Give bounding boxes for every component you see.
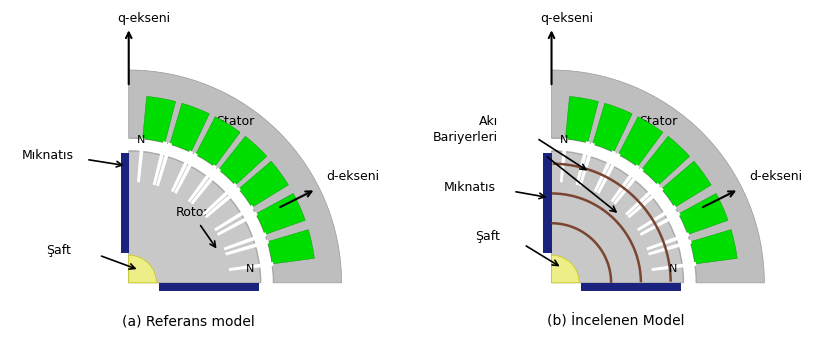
Wedge shape (551, 255, 579, 283)
Wedge shape (636, 205, 676, 231)
Text: Mıknatıs: Mıknatıs (444, 180, 496, 194)
Bar (121, 153, 128, 253)
Text: N: N (246, 264, 254, 274)
Text: Akı
Bariyerleri: Akı Bariyerleri (433, 115, 498, 144)
Text: (a) Referans model: (a) Referans model (122, 314, 254, 328)
Wedge shape (187, 164, 217, 202)
Wedge shape (238, 161, 288, 207)
Wedge shape (613, 168, 643, 205)
Bar (543, 153, 551, 253)
Text: Şaft: Şaft (46, 244, 71, 257)
Wedge shape (190, 168, 221, 205)
Wedge shape (641, 136, 689, 185)
Text: Mıknatıs: Mıknatıs (22, 149, 74, 162)
Wedge shape (128, 151, 260, 283)
Wedge shape (128, 255, 156, 283)
Wedge shape (578, 143, 595, 186)
Text: N: N (668, 264, 676, 274)
Wedge shape (267, 230, 314, 264)
Wedge shape (551, 138, 696, 283)
Wedge shape (225, 239, 269, 255)
Text: d-ekseni: d-ekseni (749, 170, 802, 183)
Wedge shape (596, 153, 620, 194)
Wedge shape (593, 150, 615, 192)
Text: Stator: Stator (638, 115, 676, 128)
Wedge shape (651, 262, 696, 271)
Wedge shape (551, 70, 763, 283)
Wedge shape (128, 70, 341, 283)
Wedge shape (137, 137, 145, 182)
Wedge shape (647, 239, 691, 255)
Text: Şaft: Şaft (475, 229, 500, 243)
Wedge shape (618, 117, 662, 167)
Wedge shape (205, 187, 241, 218)
Wedge shape (646, 232, 689, 251)
Text: (b) İncelenen Model: (b) İncelenen Model (546, 314, 683, 328)
Wedge shape (592, 103, 632, 152)
Wedge shape (609, 164, 639, 202)
Bar (158, 283, 258, 291)
Wedge shape (219, 136, 267, 185)
Wedge shape (624, 183, 660, 215)
Wedge shape (195, 117, 240, 167)
Wedge shape (661, 161, 710, 207)
Wedge shape (128, 138, 273, 283)
Wedge shape (551, 151, 682, 283)
Wedge shape (678, 194, 727, 235)
Text: Stator: Stator (216, 115, 254, 128)
Wedge shape (639, 211, 680, 236)
Wedge shape (256, 194, 305, 235)
Wedge shape (217, 211, 258, 236)
Text: q-ekseni: q-ekseni (117, 12, 170, 25)
Text: Rotor: Rotor (176, 206, 209, 219)
Wedge shape (559, 137, 567, 182)
Wedge shape (224, 232, 267, 251)
Text: N: N (137, 135, 146, 145)
Wedge shape (229, 262, 273, 271)
Wedge shape (575, 141, 590, 185)
Wedge shape (627, 187, 663, 218)
Wedge shape (690, 230, 736, 264)
Wedge shape (171, 150, 193, 192)
Wedge shape (214, 205, 253, 231)
Wedge shape (202, 183, 238, 215)
Wedge shape (170, 103, 209, 152)
Wedge shape (142, 96, 176, 143)
Wedge shape (565, 96, 598, 143)
Bar (580, 283, 681, 291)
Wedge shape (156, 143, 172, 186)
Text: N: N (560, 135, 568, 145)
Wedge shape (152, 141, 167, 185)
Text: d-ekseni: d-ekseni (326, 170, 379, 183)
Text: q-ekseni: q-ekseni (539, 12, 592, 25)
Wedge shape (174, 153, 198, 194)
